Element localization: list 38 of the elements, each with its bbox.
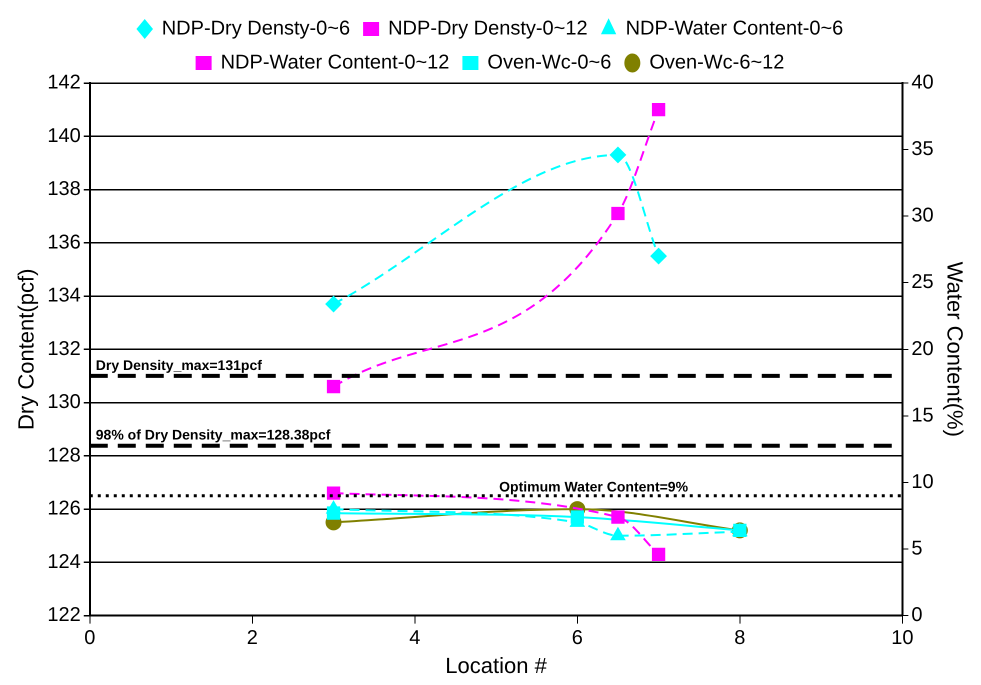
y-axis-title: Dry Content(pcf): [13, 268, 38, 430]
ref-line-label: Dry Density_max=131pcf: [96, 356, 262, 373]
y2-tick-label: 40: [911, 72, 934, 94]
y-tick-label: 140: [47, 124, 81, 147]
legend-label: NDP-Water Content-0~6: [626, 18, 844, 40]
y2-tick-label: 0: [911, 604, 922, 626]
y-tick-label: 122: [47, 604, 81, 626]
y2-tick-label: 10: [911, 470, 934, 493]
x-tick-label: 2: [246, 627, 258, 650]
legend-label: NDP-Dry Densty-0~6: [162, 18, 350, 40]
y-tick-label: 134: [47, 284, 81, 307]
y-tick-label: 124: [47, 550, 81, 573]
x-tick-label: 0: [84, 627, 96, 650]
legend-label: Oven-Wc-0~6: [487, 52, 612, 74]
y-tick-label: 136: [47, 231, 81, 254]
y2-tick-label: 35: [911, 138, 934, 160]
y2-tick-label: 15: [911, 404, 934, 426]
x-tick-label: 4: [409, 627, 420, 650]
y-tick-label: 130: [47, 391, 81, 414]
x-tick-label: 8: [734, 627, 746, 650]
legend-label: NDP-Water Content-0~12: [220, 52, 450, 74]
y2-tick-label: 5: [911, 538, 922, 560]
x-axis-title: Location #: [445, 652, 548, 678]
ref-line-label: 98% of Dry Density_max=128.38pcf: [96, 426, 331, 443]
x-tick-label: 6: [572, 627, 583, 650]
y-tick-label: 142: [47, 72, 81, 94]
y-tick-label: 126: [47, 498, 81, 520]
y2-tick-label: 20: [911, 338, 934, 360]
y-tick-label: 138: [47, 178, 81, 200]
y2-axis-title: Water Content(%): [942, 262, 968, 437]
y2-tick-label: 25: [911, 271, 934, 294]
legend-label: Oven-Wc-6~12: [649, 52, 784, 74]
y-tick-label: 132: [47, 338, 81, 360]
y2-tick-label: 30: [911, 204, 934, 227]
ref-line-label: Optimum Water Content=9%: [499, 478, 689, 495]
x-tick-label: 10: [891, 627, 914, 650]
y-tick-label: 128: [47, 444, 81, 466]
legend-label: NDP-Dry Densty-0~12: [388, 18, 588, 40]
